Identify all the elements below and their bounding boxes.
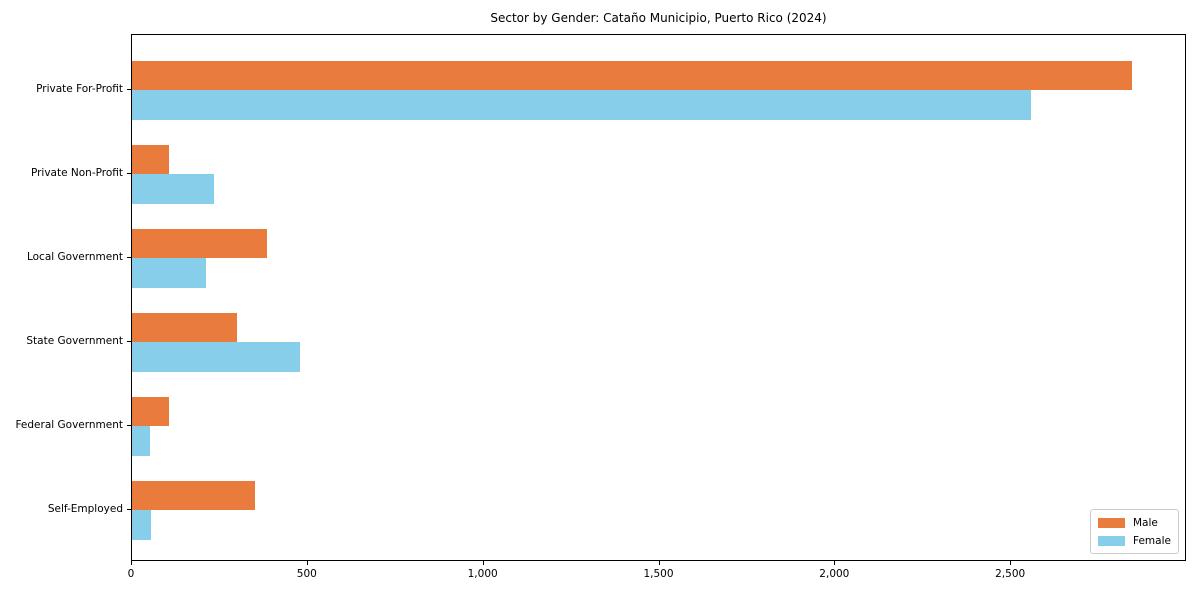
bar-female-self-employed [132, 510, 152, 540]
y-tick-mark [127, 425, 131, 426]
plot-area [131, 34, 1186, 561]
y-tick-mark [127, 173, 131, 174]
y-tick-label-private-for-profit: Private For-Profit [36, 83, 123, 95]
x-tick-label-0: 0 [127, 568, 135, 580]
x-tick-mark [658, 561, 660, 565]
x-tick-label-1-000: 1,000 [467, 568, 498, 580]
bar-male-federal-government [132, 396, 169, 426]
legend-label-female: Female [1133, 535, 1171, 547]
bar-male-local-government [132, 228, 268, 258]
y-tick-mark [127, 257, 131, 258]
legend-label-male: Male [1133, 517, 1158, 529]
legend: Male Female [1090, 509, 1179, 554]
y-tick-mark [127, 341, 131, 342]
bar-female-local-government [132, 258, 206, 288]
x-tick-label-1-500: 1,500 [643, 568, 674, 580]
bar-female-state-government [132, 342, 301, 372]
y-tick-label-private-non-profit: Private Non-Profit [30, 167, 123, 179]
bar-male-self-employed [132, 480, 255, 510]
x-tick-mark [482, 561, 484, 565]
x-tick-label-500: 500 [296, 568, 317, 580]
y-tick-label-self-employed: Self-Employed [47, 503, 123, 515]
bar-female-private-for-profit [132, 90, 1031, 120]
legend-item-male: Male [1098, 516, 1171, 530]
x-tick-mark [834, 561, 836, 565]
y-tick-label-state-government: State Government [26, 335, 123, 347]
x-tick-mark [1010, 561, 1012, 565]
chart-title: Sector by Gender: Cataño Municipio, Puer… [490, 11, 827, 25]
legend-item-female: Female [1098, 534, 1171, 548]
legend-swatch-male [1098, 517, 1125, 529]
y-tick-mark [127, 509, 131, 510]
bar-female-federal-government [132, 426, 150, 456]
x-tick-label-2-500: 2,500 [995, 568, 1026, 580]
y-tick-label-federal-government: Federal Government [15, 419, 123, 431]
legend-swatch-female [1098, 535, 1125, 547]
x-tick-mark [131, 561, 132, 565]
bar-male-private-non-profit [132, 144, 169, 174]
x-tick-label-2-000: 2,000 [819, 568, 850, 580]
y-tick-mark [127, 89, 131, 90]
bar-female-private-non-profit [132, 174, 215, 204]
y-tick-label-local-government: Local Government [26, 251, 123, 263]
bar-male-private-for-profit [132, 60, 1133, 90]
bar-male-state-government [132, 312, 238, 342]
x-tick-mark [306, 561, 308, 565]
